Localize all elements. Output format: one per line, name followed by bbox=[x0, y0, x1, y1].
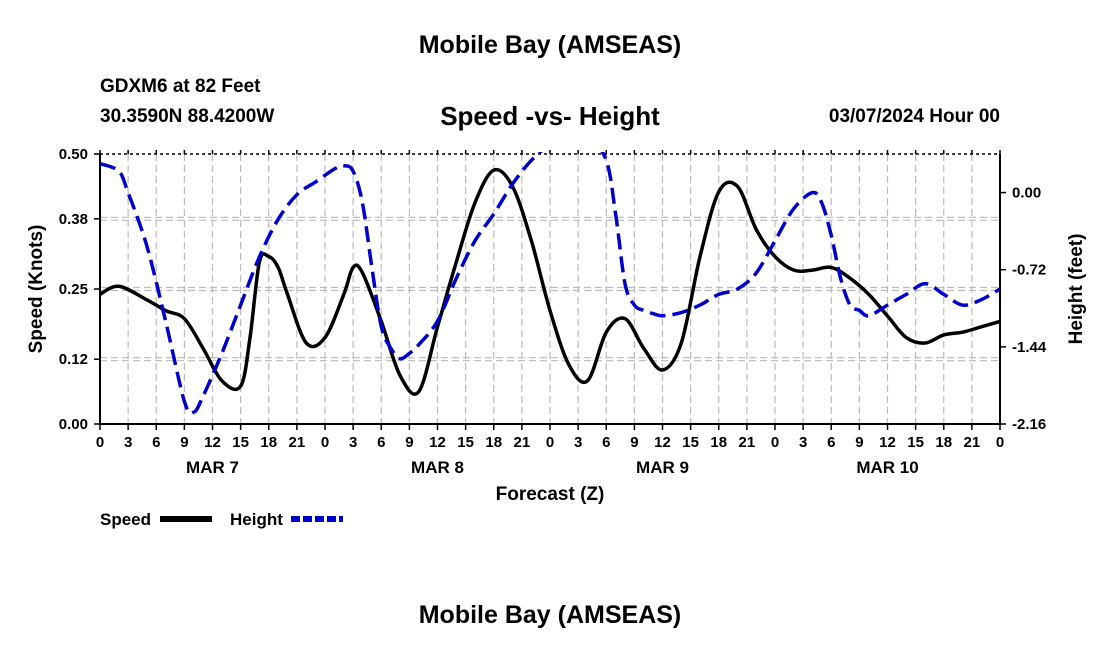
y-tick-label: 0.25 bbox=[59, 281, 88, 298]
chart-title: Mobile Bay (AMSEAS) bbox=[418, 31, 682, 59]
x-tick-label: 6 bbox=[152, 434, 160, 451]
chart-subtitle: Speed -vs- Height bbox=[440, 101, 660, 131]
x-tick-label: 21 bbox=[514, 434, 531, 451]
x-tick-label: 12 bbox=[429, 434, 446, 451]
x-tick-label: 21 bbox=[739, 434, 756, 451]
y-tick-label: 0.00 bbox=[59, 416, 88, 433]
x-tick-label: 18 bbox=[710, 434, 727, 451]
x-tick-label: 15 bbox=[232, 434, 249, 451]
x-axis-label: Forecast (Z) bbox=[496, 484, 605, 505]
y-axis-label: Speed (Knots) bbox=[26, 225, 47, 354]
x-tick-label: 6 bbox=[602, 434, 610, 451]
y2-axis-label: Height (feet) bbox=[1066, 234, 1087, 345]
x-tick-label: 9 bbox=[630, 434, 638, 451]
x-tick-label: 18 bbox=[485, 434, 502, 451]
x-tick-label: 18 bbox=[935, 434, 952, 451]
y-tick-label: 0.50 bbox=[59, 146, 88, 163]
x-tick-label: 9 bbox=[855, 434, 863, 451]
y2-tick-label: -2.16 bbox=[1012, 416, 1046, 433]
x-tick-label: 6 bbox=[377, 434, 385, 451]
x-tick-label: 15 bbox=[907, 434, 924, 451]
x-tick-label: 0 bbox=[771, 434, 779, 451]
x-tick-label: 15 bbox=[457, 434, 474, 451]
y2-tick-label: -0.72 bbox=[1012, 262, 1046, 279]
coordinates-label: 30.3590N 88.4200W bbox=[100, 106, 275, 127]
forecast-datetime: 03/07/2024 Hour 00 bbox=[828, 106, 1000, 127]
x-tick-label: 0 bbox=[996, 434, 1004, 451]
x-tick-label: 3 bbox=[799, 434, 807, 451]
x-tick-label: 9 bbox=[405, 434, 413, 451]
station-label: GDXM6 at 82 Feet bbox=[100, 76, 261, 97]
y-tick-label: 0.38 bbox=[59, 211, 88, 228]
speed-height-chart: 0 3 6 9 12 15 18 21 0 3 6 9 12 15 18 21 0 3 6 9 12 15 18 21 0 3 6 9… bbox=[26, 146, 1087, 529]
day-label: MAR 8 bbox=[411, 458, 464, 477]
x-tick-label: 12 bbox=[879, 434, 896, 451]
legend-label-height: Height bbox=[230, 510, 283, 529]
x-tick-label: 18 bbox=[260, 434, 277, 451]
x-tick-label: 0 bbox=[321, 434, 329, 451]
x-tick-label: 21 bbox=[289, 434, 306, 451]
y2-tick-label: 0.00 bbox=[1012, 185, 1041, 202]
x-tick-label: 0 bbox=[96, 434, 104, 451]
y-tick-label: 0.12 bbox=[59, 351, 88, 368]
x-tick-label: 3 bbox=[574, 434, 582, 451]
legend-label-speed: Speed bbox=[100, 510, 151, 529]
height-series-line bbox=[100, 152, 1000, 415]
x-tick-label: 3 bbox=[349, 434, 357, 451]
footer-title: Mobile Bay (AMSEAS) bbox=[418, 601, 682, 629]
x-tick-label: 3 bbox=[124, 434, 132, 451]
x-tick-label: 15 bbox=[682, 434, 699, 451]
x-tick-label: 12 bbox=[654, 434, 671, 451]
x-tick-label: 12 bbox=[204, 434, 221, 451]
day-label: MAR 9 bbox=[636, 458, 689, 477]
y2-tick-label: -1.44 bbox=[1012, 339, 1047, 356]
x-tick-label: 0 bbox=[546, 434, 554, 451]
x-tick-label: 21 bbox=[964, 434, 981, 451]
day-label: MAR 7 bbox=[186, 458, 239, 477]
x-tick-label: 6 bbox=[827, 434, 835, 451]
x-tick-label: 9 bbox=[180, 434, 188, 451]
day-label: MAR 10 bbox=[856, 458, 918, 477]
